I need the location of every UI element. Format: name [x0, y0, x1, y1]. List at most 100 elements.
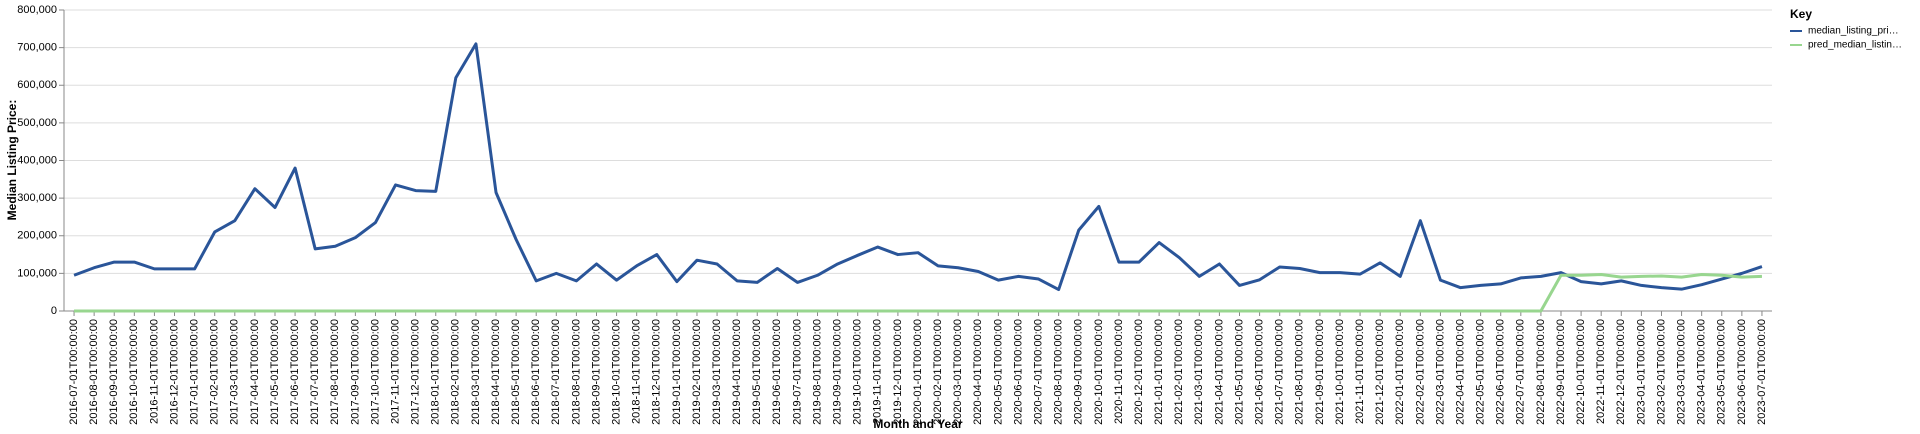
x-tick-label: 2022-02-01T00:00:00 [1414, 319, 1426, 425]
x-tick-label: 2023-07-01T00:00:00 [1756, 319, 1768, 425]
x-tick-label: 2020-01-01T00:00:00 [912, 319, 924, 425]
x-tick-label: 2022-05-01T00:00:00 [1475, 319, 1487, 425]
x-tick-label: 2020-08-01T00:00:00 [1053, 319, 1065, 425]
x-tick-label: 2016-11-01T00:00:00 [148, 319, 160, 424]
x-tick-label: 2022-09-01T00:00:00 [1555, 319, 1567, 425]
series-line [73, 42, 1763, 292]
x-tick-label: 2023-05-01T00:00:00 [1716, 319, 1728, 425]
x-tick-label: 2021-12-01T00:00:00 [1374, 319, 1386, 425]
x-tick-label: 2019-01-01T00:00:00 [671, 319, 683, 425]
x-tick-label: 2021-05-01T00:00:00 [1233, 319, 1245, 425]
x-tick-label: 2017-06-01T00:00:00 [289, 319, 301, 425]
x-tick-label: 2016-12-01T00:00:00 [168, 319, 180, 425]
x-tick-label: 2022-04-01T00:00:00 [1454, 319, 1466, 425]
x-tick-label: 2023-02-01T00:00:00 [1655, 319, 1667, 425]
x-tick-label: 2019-09-01T00:00:00 [832, 319, 844, 425]
x-tick-label: 2022-06-01T00:00:00 [1495, 319, 1507, 425]
x-tick-label: 2017-11-01T00:00:00 [389, 319, 401, 424]
x-tick-label: 2019-04-01T00:00:00 [731, 319, 743, 425]
x-tick-label: 2019-11-01T00:00:00 [872, 319, 884, 424]
x-tick-label: 2020-05-01T00:00:00 [992, 319, 1004, 425]
x-tick-label: 2021-08-01T00:00:00 [1294, 319, 1306, 425]
x-tick-label: 2020-04-01T00:00:00 [972, 319, 984, 425]
x-tick-label: 2021-10-01T00:00:00 [1334, 319, 1346, 425]
x-tick-label: 2022-11-01T00:00:00 [1595, 319, 1607, 424]
x-tick-label: 2020-06-01T00:00:00 [1012, 319, 1024, 425]
x-tick-label: 2017-12-01T00:00:00 [410, 319, 422, 425]
x-tick-label: 2022-10-01T00:00:00 [1575, 319, 1587, 425]
y-tick-label: 800,000 [17, 4, 57, 16]
x-tick-label: 2020-03-01T00:00:00 [952, 319, 964, 425]
x-tick-label: 2021-09-01T00:00:00 [1314, 319, 1326, 425]
x-tick-label: 2018-03-01T00:00:00 [470, 319, 482, 425]
y-tick-label: 500,000 [17, 117, 57, 129]
y-axis-title: Median Listing Price: [5, 100, 19, 221]
x-tick-label: 2022-07-01T00:00:00 [1515, 319, 1527, 425]
x-tick-label: 2018-01-01T00:00:00 [430, 319, 442, 425]
x-tick-label: 2022-08-01T00:00:00 [1535, 319, 1547, 425]
y-tick-label: 300,000 [17, 192, 57, 204]
x-tick-label: 2018-05-01T00:00:00 [510, 319, 522, 425]
x-tick-label: 2019-06-01T00:00:00 [771, 319, 783, 425]
x-tick-label: 2019-03-01T00:00:00 [711, 319, 723, 425]
x-tick-label: 2017-01-01T00:00:00 [189, 319, 201, 425]
x-tick-label: 2018-08-01T00:00:00 [570, 319, 582, 425]
x-tick-label: 2018-09-01T00:00:00 [590, 319, 602, 425]
x-tick-label: 2022-01-01T00:00:00 [1394, 319, 1406, 425]
x-tick-label: 2021-02-01T00:00:00 [1173, 319, 1185, 425]
x-tick-label: 2021-11-01T00:00:00 [1354, 319, 1366, 424]
x-tick-label: 2018-06-01T00:00:00 [530, 319, 542, 425]
x-axis-title: Month and Year [873, 417, 962, 431]
x-tick-label: 2019-02-01T00:00:00 [691, 319, 703, 425]
x-tick-label: 2016-08-01T00:00:00 [88, 319, 100, 425]
x-tick-label: 2021-06-01T00:00:00 [1254, 319, 1266, 425]
x-tick-label: 2018-10-01T00:00:00 [610, 319, 622, 425]
x-tick-label: 2023-04-01T00:00:00 [1696, 319, 1708, 425]
x-tick-label: 2019-10-01T00:00:00 [852, 319, 864, 425]
x-tick-label: 2020-02-01T00:00:00 [932, 319, 944, 425]
y-tick-label: 100,000 [17, 267, 57, 279]
x-tick-label: 2017-04-01T00:00:00 [249, 319, 261, 425]
y-tick-label: 700,000 [17, 42, 57, 54]
legend-title: Key [1790, 7, 1812, 21]
x-tick-label: 2023-03-01T00:00:00 [1675, 319, 1687, 425]
x-tick-label: 2020-10-01T00:00:00 [1093, 319, 1105, 425]
x-tick-label: 2016-07-01T00:00:00 [68, 319, 80, 425]
x-tick-label: 2017-05-01T00:00:00 [269, 319, 281, 425]
x-tick-label: 2017-09-01T00:00:00 [349, 319, 361, 425]
series-line [74, 273, 1763, 313]
x-tick-label: 2016-09-01T00:00:00 [108, 319, 120, 425]
y-tick-label: 200,000 [17, 230, 57, 242]
x-tick-label: 2021-04-01T00:00:00 [1213, 319, 1225, 425]
x-tick-label: 2018-02-01T00:00:00 [450, 319, 462, 425]
x-tick-label: 2021-03-01T00:00:00 [1193, 319, 1205, 425]
legend-label: pred_median_listin… [1808, 40, 1902, 51]
x-tick-label: 2020-07-01T00:00:00 [1032, 319, 1044, 425]
y-tick-label: 400,000 [17, 154, 57, 166]
x-tick-label: 2016-10-01T00:00:00 [128, 319, 140, 425]
x-tick-label: 2017-03-01T00:00:00 [229, 319, 241, 425]
x-tick-label: 2017-08-01T00:00:00 [329, 319, 341, 425]
legend-label: median_listing_pri… [1808, 26, 1899, 37]
x-tick-label: 2021-07-01T00:00:00 [1274, 319, 1286, 425]
y-tick-label: 600,000 [17, 79, 57, 91]
x-tick-label: 2020-11-01T00:00:00 [1113, 319, 1125, 424]
x-tick-label: 2018-07-01T00:00:00 [550, 319, 562, 425]
x-tick-label: 2019-05-01T00:00:00 [751, 319, 763, 425]
x-tick-label: 2022-03-01T00:00:00 [1434, 319, 1446, 425]
x-tick-label: 2018-04-01T00:00:00 [490, 319, 502, 425]
x-tick-label: 2020-12-01T00:00:00 [1133, 319, 1145, 425]
x-tick-label: 2023-06-01T00:00:00 [1736, 319, 1748, 425]
x-tick-label: 2023-01-01T00:00:00 [1635, 319, 1647, 425]
y-tick-label: 0 [51, 305, 57, 317]
x-tick-label: 2018-12-01T00:00:00 [651, 319, 663, 425]
x-tick-label: 2019-08-01T00:00:00 [811, 319, 823, 425]
x-tick-label: 2018-11-01T00:00:00 [631, 319, 643, 424]
x-tick-label: 2019-12-01T00:00:00 [892, 319, 904, 425]
x-tick-label: 2019-07-01T00:00:00 [791, 319, 803, 425]
x-tick-label: 2017-07-01T00:00:00 [309, 319, 321, 425]
x-tick-label: 2017-10-01T00:00:00 [369, 319, 381, 425]
x-tick-label: 2021-01-01T00:00:00 [1153, 319, 1165, 425]
x-tick-label: 2022-12-01T00:00:00 [1615, 319, 1627, 425]
